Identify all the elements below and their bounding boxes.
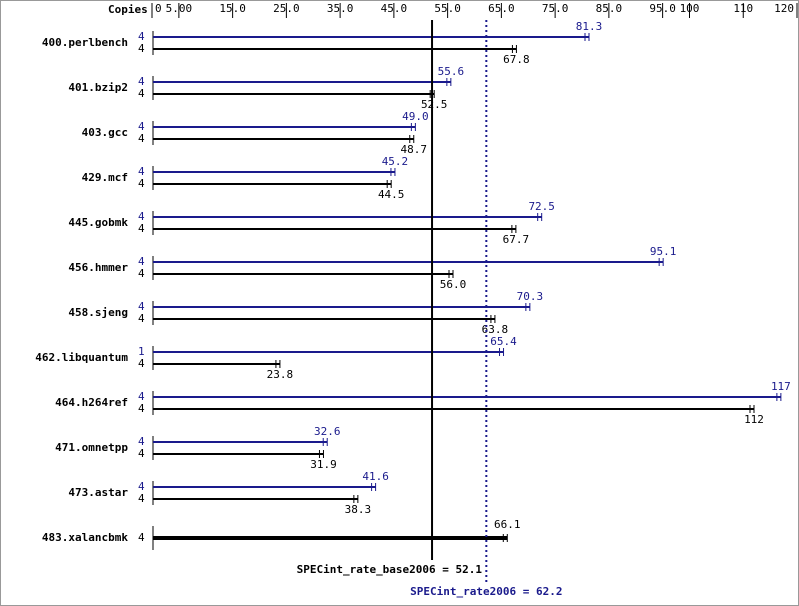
copies-label: 4 <box>138 177 145 190</box>
copies-label: 4 <box>138 357 145 370</box>
x-tick-label: 0 <box>155 2 162 15</box>
x-tick-label: 95.0 <box>649 2 676 15</box>
copies-label: 4 <box>138 447 145 460</box>
x-tick-label: 5.00 <box>166 2 193 15</box>
value-label: 67.7 <box>503 233 530 246</box>
x-tick-label: 25.0 <box>273 2 300 15</box>
copies-label: 4 <box>138 75 145 88</box>
copies-label: 4 <box>138 531 145 544</box>
value-label: 81.3 <box>576 20 603 33</box>
benchmark-label: 400.perlbench <box>42 36 128 49</box>
copies-label: 4 <box>138 435 145 448</box>
x-tick-label: 15.0 <box>219 2 246 15</box>
copies-label: 4 <box>138 87 145 100</box>
copies-label: 4 <box>138 480 145 493</box>
value-label: 95.1 <box>650 245 677 258</box>
x-tick-label: 45.0 <box>381 2 408 15</box>
benchmark-label: 445.gobmk <box>68 216 128 229</box>
copies-label: 4 <box>138 492 145 505</box>
value-label: 32.6 <box>314 425 341 438</box>
value-label: 66.1 <box>494 518 521 531</box>
benchmark-label: 473.astar <box>68 486 128 499</box>
copies-label: 4 <box>138 390 145 403</box>
x-tick-label: 55.0 <box>434 2 461 15</box>
value-label: 67.8 <box>503 53 530 66</box>
x-tick-label: 100 <box>680 2 700 15</box>
value-label: 72.5 <box>528 200 555 213</box>
x-tick-label: 75.0 <box>542 2 569 15</box>
copies-label: 4 <box>138 402 145 415</box>
value-label: 70.3 <box>517 290 544 303</box>
benchmark-label: 401.bzip2 <box>68 81 128 94</box>
value-label: 63.8 <box>482 323 509 336</box>
value-label: 23.8 <box>267 368 294 381</box>
copies-label: 4 <box>138 300 145 313</box>
peak-mean-label: SPECint_rate2006 = 62.2 <box>410 585 562 598</box>
copies-label: 4 <box>138 222 145 235</box>
benchmark-label: 471.omnetpp <box>55 441 128 454</box>
benchmark-label: 458.sjeng <box>68 306 128 319</box>
copies-label: 4 <box>138 210 145 223</box>
value-label: 44.5 <box>378 188 405 201</box>
copies-label: 4 <box>138 312 145 325</box>
value-label: 49.0 <box>402 110 429 123</box>
benchmark-label: 483.xalancbmk <box>42 531 128 544</box>
x-tick-label: 85.0 <box>596 2 623 15</box>
copies-label: 4 <box>138 165 145 178</box>
benchmark-label: 403.gcc <box>82 126 128 139</box>
copies-label: 4 <box>138 120 145 133</box>
benchmark-label: 464.h264ref <box>55 396 128 409</box>
benchmark-label: 456.hmmer <box>68 261 128 274</box>
value-label: 52.5 <box>421 98 448 111</box>
value-label: 65.4 <box>490 335 517 348</box>
value-label: 55.6 <box>438 65 465 78</box>
copies-label: 4 <box>138 267 145 280</box>
value-label: 48.7 <box>401 143 428 156</box>
copies-label: 1 <box>138 345 145 358</box>
value-label: 56.0 <box>440 278 467 291</box>
benchmark-label: 462.libquantum <box>35 351 128 364</box>
x-tick-label: 120 <box>774 2 794 15</box>
x-tick-label: 65.0 <box>488 2 515 15</box>
value-label: 31.9 <box>310 458 337 471</box>
copies-label: 4 <box>138 255 145 268</box>
value-label: 38.3 <box>345 503 372 516</box>
base-mean-label: SPECint_rate_base2006 = 52.1 <box>297 563 483 576</box>
copies-label: 4 <box>138 132 145 145</box>
value-label: 45.2 <box>382 155 409 168</box>
value-label: 117 <box>771 380 791 393</box>
value-label: 112 <box>744 413 764 426</box>
copies-label: 4 <box>138 42 145 55</box>
x-tick-label: 35.0 <box>327 2 354 15</box>
copies-label: 4 <box>138 30 145 43</box>
axis-label: Copies <box>108 3 148 16</box>
value-label: 41.6 <box>362 470 389 483</box>
benchmark-label: 429.mcf <box>82 171 128 184</box>
x-tick-label: 110 <box>733 2 753 15</box>
